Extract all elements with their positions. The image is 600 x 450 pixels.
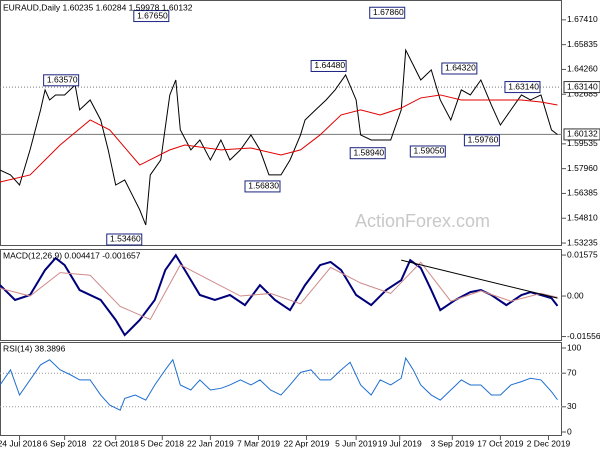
x-tick-label: 22 Oct 2018 — [93, 438, 140, 448]
price-label: 1.67650 — [137, 10, 168, 20]
price-label: 1.67860 — [373, 7, 404, 17]
level-label: 1.63140 — [567, 81, 598, 91]
x-tick-label: 17 Oct 2019 — [477, 438, 524, 448]
price-label-box — [310, 59, 347, 72]
x-tick-label: 6 Sep 2018 — [43, 438, 87, 448]
series-line — [0, 48, 558, 226]
y-tick-label: 30 — [567, 401, 577, 411]
y-tick-label: 0.01575 — [567, 249, 598, 259]
price-label-box — [43, 74, 80, 87]
y-tick-label: 1.67410 — [567, 14, 598, 24]
y-tick-label: 1.57960 — [567, 163, 598, 173]
price-label-box — [463, 134, 500, 147]
x-tick-label: 24 Jul 2018 — [0, 438, 42, 448]
price-label-box — [349, 147, 386, 160]
price-label-box — [369, 6, 406, 19]
price-label: 1.63570 — [47, 75, 78, 85]
y-tick-label: 100 — [567, 342, 581, 352]
level-label: 1.60132 — [567, 129, 598, 139]
panel-title: RSI(14) 38.3896 — [3, 343, 66, 353]
y-tick-label: -0.015568 — [567, 331, 600, 341]
price-panel — [0, 0, 562, 246]
y-tick-label: 0 — [567, 426, 572, 436]
price-label: 1.56830 — [248, 181, 279, 191]
level-label-box — [563, 81, 600, 94]
y-tick-label: 1.54810 — [567, 212, 598, 222]
x-tick-label: 19 Jul 2019 — [378, 438, 422, 448]
x-tick-label: 22 Jan 2019 — [187, 438, 234, 448]
x-tick-label: 3 Sep 2019 — [431, 438, 475, 448]
trendline — [401, 259, 558, 299]
watermark: ActionForex.com — [355, 211, 490, 231]
price-label-box — [106, 233, 143, 246]
price-label: 1.64480 — [314, 60, 345, 70]
x-tick-label: 22 Apr 2019 — [284, 438, 330, 448]
y-tick-label: 1.59535 — [567, 138, 598, 148]
macd-panel — [0, 249, 562, 341]
y-tick-label: 1.65835 — [567, 39, 598, 49]
series-line — [0, 94, 558, 183]
price-label: 1.53460 — [110, 234, 141, 244]
price-label-box — [409, 145, 446, 158]
y-tick-label: 1.64260 — [567, 64, 598, 74]
series-line — [0, 261, 558, 321]
price-label: 1.59050 — [414, 146, 445, 156]
x-tick-label: 7 Mar 2019 — [237, 438, 280, 448]
price-label-box — [244, 180, 281, 193]
panel-title: EURAUD,Daily 1.60235 1.60284 1.59978 1.6… — [3, 2, 193, 12]
y-tick-label: 0.00 — [567, 290, 584, 300]
y-tick-label: 1.53235 — [567, 237, 598, 247]
y-tick-label: 1.62685 — [567, 88, 598, 98]
price-label-box — [441, 62, 478, 75]
panel-title: MACD(12,26,9) 0.004417 -0.001657 — [3, 250, 141, 260]
level-label-box — [563, 128, 600, 141]
rsi-panel — [0, 342, 562, 436]
series-line — [0, 356, 558, 411]
price-label: 1.63140 — [508, 81, 539, 91]
x-tick-label: 2 Dec 2019 — [527, 438, 571, 448]
price-label-box — [504, 81, 541, 94]
y-tick-label: 1.56385 — [567, 188, 598, 198]
price-label: 1.64320 — [445, 63, 476, 73]
y-tick-label: 70 — [567, 367, 577, 377]
x-tick-label: 5 Dec 2018 — [141, 438, 185, 448]
price-label: 1.59760 — [468, 135, 499, 145]
price-label-box — [133, 10, 170, 23]
x-tick-label: 5 Jun 2019 — [335, 438, 377, 448]
series-line — [0, 253, 559, 337]
price-label: 1.58940 — [353, 147, 384, 157]
